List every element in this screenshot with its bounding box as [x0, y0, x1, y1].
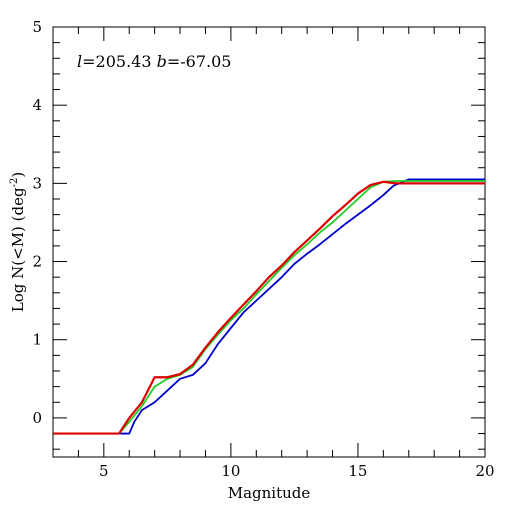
x-tick-label: 5 — [99, 462, 109, 480]
y-tick-label: 5 — [32, 18, 42, 36]
data-series — [53, 178, 485, 435]
series-line — [53, 180, 485, 435]
y-axis-title: Log N(<M) (deg-2) — [9, 172, 27, 312]
series-line — [53, 180, 485, 435]
annotation-label: l=205.43 b=-67.05 — [77, 52, 231, 71]
x-axis-title: Magnitude — [228, 484, 311, 502]
y-axis-title-main: Log N(<M) (deg — [9, 187, 27, 312]
annotation-l-symbol: l — [77, 52, 82, 71]
y-axis-title-exponent: -2 — [9, 178, 20, 188]
y-tick-label: 3 — [32, 174, 42, 192]
annotation-b-symbol: b — [157, 52, 167, 71]
y-tick-label: 4 — [32, 96, 42, 114]
y-axis-title-close: ) — [9, 172, 27, 178]
y-tick-label: 1 — [32, 331, 42, 349]
y-tick-label: 0 — [32, 409, 42, 427]
series-line — [53, 178, 485, 435]
x-tick-label: 10 — [221, 462, 240, 480]
x-tick-label: 20 — [475, 462, 494, 480]
plot-frame — [52, 26, 486, 458]
axis-ticks — [52, 26, 486, 457]
annotation-l-value: =205.43 — [82, 52, 151, 71]
y-tick-label: 2 — [32, 253, 42, 271]
annotation-b-value: =-67.05 — [167, 52, 232, 71]
axis-tick-labels: 5 10 15 20 0 1 2 3 4 5 — [32, 18, 494, 480]
x-tick-label: 15 — [348, 462, 367, 480]
